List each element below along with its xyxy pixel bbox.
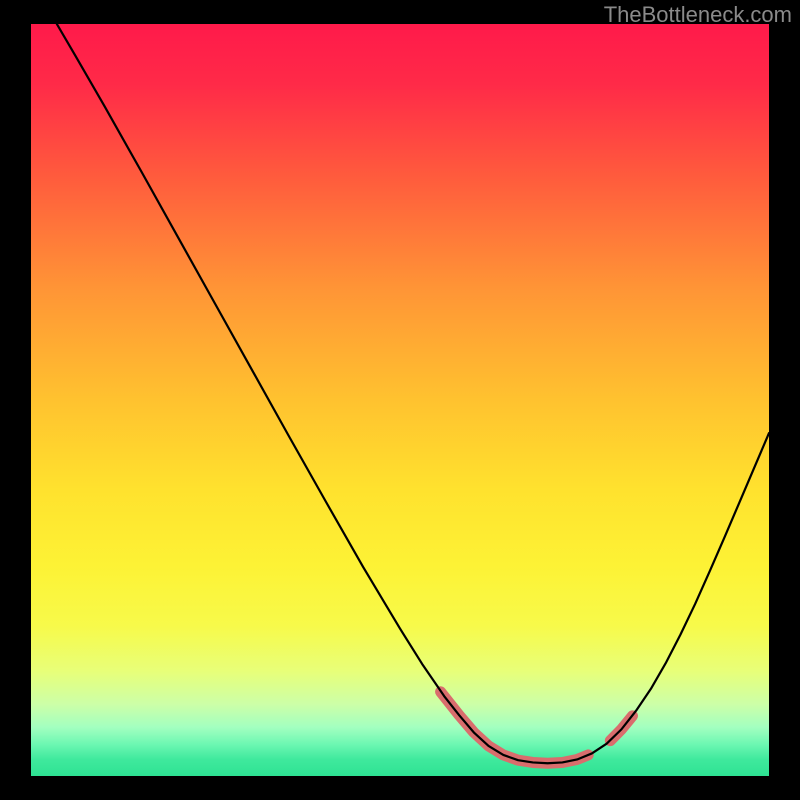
chart-frame [31,24,769,776]
curve-svg [31,24,769,776]
plot-area [31,24,769,776]
gradient-background [31,24,769,776]
watermark-text: TheBottleneck.com [604,2,792,28]
